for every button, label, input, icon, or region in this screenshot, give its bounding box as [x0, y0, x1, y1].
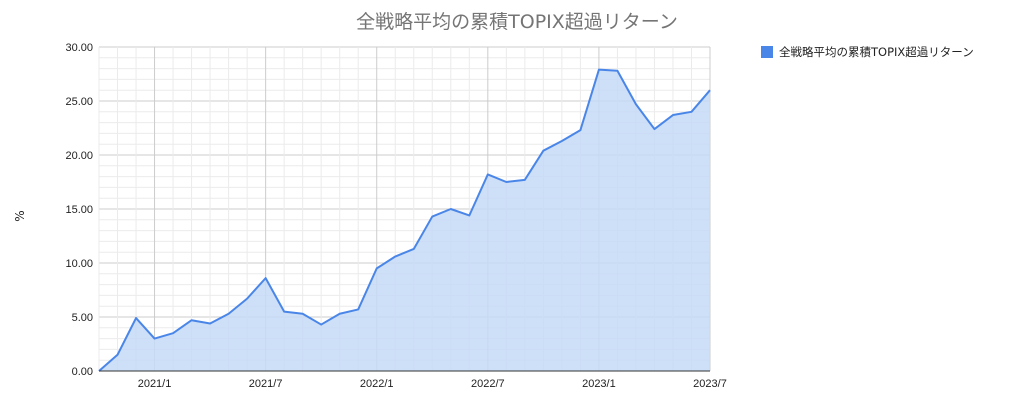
data-point: [672, 114, 674, 116]
y-axis-label: %: [13, 210, 27, 221]
chart-title: 全戦略平均の累積TOPIX超過リターン: [356, 11, 678, 33]
y-tick-label: 10.00: [65, 258, 93, 270]
x-tick-label: 2023/1: [582, 378, 616, 390]
y-tick-label: 15.00: [65, 204, 93, 216]
data-point: [598, 69, 600, 71]
y-tick-label: 20.00: [65, 150, 93, 162]
data-point: [191, 319, 193, 321]
data-point: [283, 311, 285, 313]
series-line: [98, 68, 711, 372]
data-point: [524, 179, 526, 181]
data-point: [265, 277, 267, 279]
data-point: [616, 70, 618, 72]
data-point: [450, 208, 452, 210]
data-point: [635, 103, 637, 105]
data-point: [505, 181, 507, 183]
data-point: [302, 313, 304, 315]
legend: 全戦略平均の累積TOPIX超過リターン: [761, 45, 974, 59]
data-point: [135, 317, 137, 319]
data-point: [209, 322, 211, 324]
data-point: [357, 308, 359, 310]
data-point: [653, 128, 655, 130]
x-tick-label: 2022/7: [471, 378, 505, 390]
data-point: [468, 214, 470, 216]
x-axis-ticks: 2021/1 2021/7 2022/1 2022/7 2023/1 2023/7: [138, 378, 727, 390]
data-point: [228, 313, 230, 315]
legend-swatch: [761, 46, 773, 58]
data-point: [394, 256, 396, 258]
data-point: [117, 354, 119, 356]
data-point: [561, 140, 563, 142]
y-tick-label: 25.00: [65, 96, 93, 108]
data-point: [487, 173, 489, 175]
data-point: [339, 313, 341, 315]
data-point: [320, 324, 322, 326]
data-point: [431, 216, 433, 218]
legend-label: 全戦略平均の累積TOPIX超過リターン: [779, 45, 974, 59]
x-tick-label: 2021/7: [249, 378, 283, 390]
y-tick-label: 30.00: [65, 42, 93, 54]
data-point: [690, 111, 692, 113]
x-tick-label: 2022/1: [360, 378, 394, 390]
data-point: [709, 89, 711, 91]
x-tick-label: 2023/7: [693, 378, 727, 390]
data-point: [579, 129, 581, 131]
data-point: [413, 248, 415, 250]
x-tick-label: 2021/1: [138, 378, 172, 390]
y-tick-label: 0.00: [72, 366, 93, 378]
data-point: [542, 150, 544, 152]
y-axis-ticks: 0.00 5.00 10.00 15.00 20.00 25.00 30.00: [65, 42, 93, 378]
data-point: [246, 298, 248, 300]
series-area: [99, 69, 710, 372]
plot-area: [98, 68, 711, 372]
data-point: [154, 338, 156, 340]
data-point: [376, 267, 378, 269]
y-tick-label: 5.00: [72, 312, 93, 324]
data-point: [172, 332, 174, 334]
